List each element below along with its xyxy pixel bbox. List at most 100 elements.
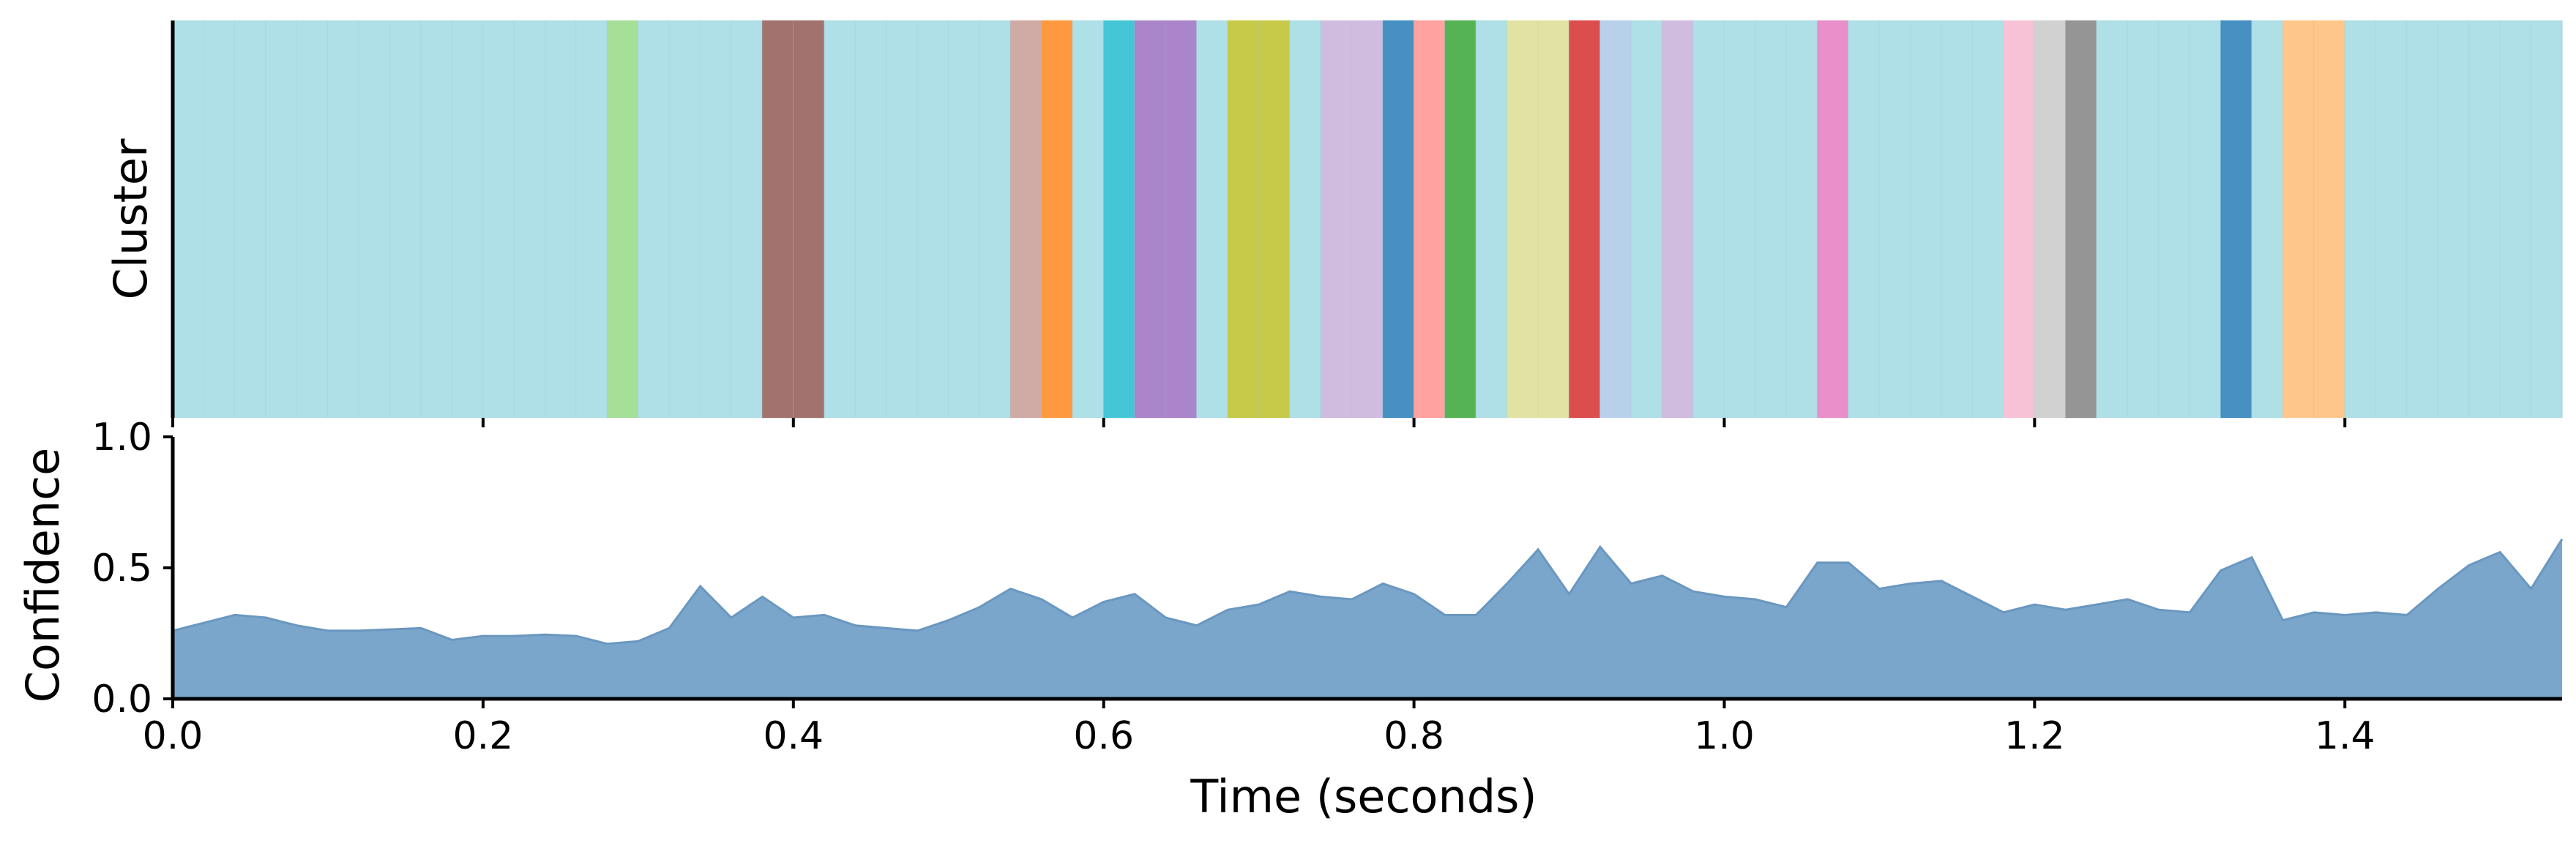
cluster-cell: [234, 20, 266, 419]
cluster-x-ticks: [171, 418, 2347, 427]
cluster-cell: [1662, 20, 1694, 419]
cluster-cell: [1072, 20, 1105, 419]
cluster-cell: [2189, 20, 2222, 419]
cluster-cell: [793, 20, 825, 419]
cluster-y-axis-label: Cluster: [104, 138, 157, 300]
cluster-cell: [1848, 20, 1880, 419]
cluster-cell: [2220, 20, 2252, 419]
confidence-x-tick-label: 0.0: [143, 714, 204, 758]
cluster-cell: [1878, 20, 1911, 419]
cluster-cell: [1941, 20, 1974, 419]
cluster-cell: [1599, 20, 1632, 419]
cluster-cell: [1134, 20, 1166, 419]
cluster-cell: [1972, 20, 2004, 419]
cluster-cell: [700, 20, 732, 419]
cluster-cell: [327, 20, 359, 419]
confidence-y-axis-label: Confidence: [16, 448, 70, 703]
cluster-cell: [638, 20, 670, 419]
cluster-cell: [203, 20, 236, 419]
confidence-y-tick-label: 0.0: [92, 678, 152, 722]
confidence-area: [173, 539, 2562, 699]
cluster-cell: [420, 20, 453, 419]
cluster-cell: [1103, 20, 1135, 419]
cluster-cell: [761, 20, 794, 419]
confidence-x-tick-label: 0.4: [763, 714, 824, 758]
cluster-cell: [855, 20, 887, 419]
confidence-panel: 0.0 0.5 1.0 0.0 0.2 0.4 0.6 0.8 1.0 1.2 1.4 Confi…: [16, 416, 2564, 823]
cluster-cell: [731, 20, 763, 419]
cluster-cell: [1351, 20, 1384, 419]
cluster-cell: [2437, 20, 2470, 419]
cluster-cell: [358, 20, 391, 419]
cluster-cell: [1165, 20, 1198, 419]
cluster-cell: [1755, 20, 1787, 419]
cluster-cell: [2406, 20, 2438, 419]
cluster-cell: [2313, 20, 2345, 419]
cluster-cell: [2251, 20, 2283, 419]
cluster-cell: [452, 20, 484, 419]
confidence-x-tick-label: 1.2: [2004, 714, 2065, 758]
confidence-y-tick-label: 1.0: [92, 416, 152, 460]
cluster-cell: [1692, 20, 1725, 419]
cluster-cell: [1010, 20, 1042, 419]
cluster-cell: [948, 20, 980, 419]
confidence-x-ticks: 0.0 0.2 0.4 0.6 0.8 1.0 1.2 1.4: [143, 699, 2375, 758]
confidence-x-tick-label: 0.2: [453, 714, 514, 758]
cluster-cell: [389, 20, 422, 419]
cluster-cell: [824, 20, 856, 419]
cluster-cell: [2282, 20, 2315, 419]
cluster-cell: [2344, 20, 2377, 419]
confidence-x-tick-label: 1.4: [2315, 714, 2375, 758]
cluster-cell: [1475, 20, 1508, 419]
cluster-cell: [575, 20, 608, 419]
cluster-cell: [916, 20, 949, 419]
confidence-x-tick-label: 0.8: [1384, 714, 1444, 758]
cluster-cell: [1910, 20, 1942, 419]
cluster-cell: [1227, 20, 1260, 419]
cluster-cell: [1537, 20, 1570, 419]
cluster-cell: [979, 20, 1012, 419]
confidence-x-tick-label: 1.0: [1694, 714, 1755, 758]
cluster-cell: [668, 20, 701, 419]
confidence-y-ticks: 0.0 0.5 1.0: [92, 416, 173, 722]
cluster-cell: [1196, 20, 1228, 419]
cluster-cell: [2468, 20, 2501, 419]
cluster-cell: [2127, 20, 2159, 419]
cluster-cell: [1289, 20, 1321, 419]
confidence-x-axis-label: Time (seconds): [1190, 770, 1537, 823]
cluster-cell: [1507, 20, 1539, 419]
confidence-x-tick-label: 0.6: [1073, 714, 1134, 758]
cluster-cell: [2003, 20, 2035, 419]
cluster-cell: [1569, 20, 1601, 419]
cluster-cell: [2499, 20, 2532, 419]
cluster-cell: [2158, 20, 2190, 419]
cluster-cell: [886, 20, 918, 419]
cluster-cell: [2096, 20, 2129, 419]
cluster-cell: [513, 20, 546, 419]
cluster-cell: [1817, 20, 1849, 419]
cluster-cell: [545, 20, 577, 419]
cluster-cell: [606, 20, 639, 419]
cluster-cell: [265, 20, 298, 419]
cluster-cell: [2375, 20, 2408, 419]
cluster-cell: [1630, 20, 1663, 419]
cluster-cell: [1444, 20, 1476, 419]
cluster-cell: [1723, 20, 1756, 419]
cluster-cell: [296, 20, 329, 419]
cluster-cell: [1320, 20, 1353, 419]
cluster-cell: [1414, 20, 1446, 419]
confidence-y-tick-label: 0.5: [92, 547, 152, 591]
cluster-cell: [172, 20, 204, 419]
confidence-line: [172, 538, 2564, 645]
cluster-cell: [1258, 20, 1291, 419]
cluster-cell: [2531, 20, 2563, 419]
cluster-cell: [1785, 20, 1818, 419]
cluster-cell: [1382, 20, 1415, 419]
cluster-cell: [1041, 20, 1073, 419]
cluster-cells: [172, 20, 2563, 419]
cluster-cell: [2065, 20, 2097, 419]
cluster-cell: [482, 20, 515, 419]
cluster-panel: Cluster: [104, 20, 2563, 427]
cluster-cell: [2034, 20, 2067, 419]
